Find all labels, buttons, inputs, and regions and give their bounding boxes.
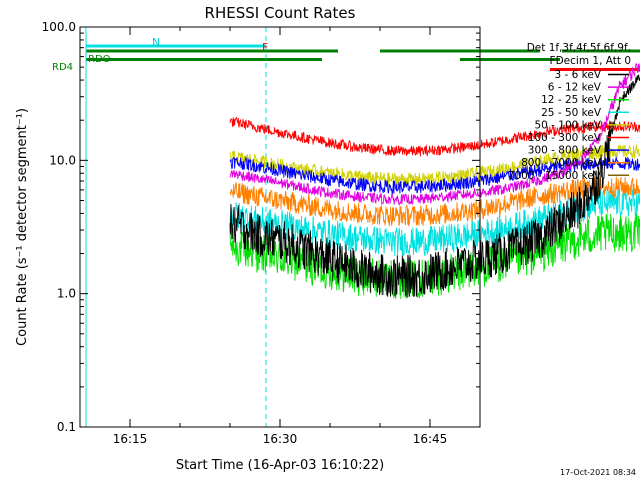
front-label: F: [262, 41, 268, 54]
legend-label-50-100-kev: 50 - 100 keV: [534, 119, 601, 131]
legend-label-25-50-kev: 25 - 50 keV: [541, 107, 602, 119]
x-axis-ticks: 16:15 16:30 16:45: [113, 27, 481, 446]
legend-label-7000-15000-kev: 7000 - 15000 keV: [508, 170, 602, 182]
x-tick-label: 16:15: [113, 432, 148, 446]
series-line-100-300-kev: [229, 116, 640, 157]
series-line-3-6-kev: [229, 74, 640, 298]
rd4-label: RD4: [52, 62, 73, 73]
x-axis-label: Start Time (16-Apr-03 16:10:22): [176, 458, 384, 473]
chart-title: RHESSI Count Rates: [205, 4, 356, 22]
legend-label-12-25-kev: 12 - 25 keV: [541, 94, 602, 106]
x-tick-label: 16:45: [413, 432, 448, 446]
series-line-50-100-kev: [229, 143, 640, 187]
legend-label-100-300-kev: 100 - 300 keV: [528, 132, 602, 144]
series-lines: [229, 62, 640, 300]
date-stamp: 17-Oct-2021 08:34: [560, 468, 636, 477]
y-axis-label: Count Rate (s⁻¹ detector segment⁻¹): [15, 108, 30, 346]
y-tick-label: 10.0: [49, 153, 76, 167]
y-tick-label: 100.0: [42, 20, 76, 34]
legend-header-line2: FDecim 1, Att 0: [550, 55, 631, 67]
legend-label-800-7000-kev: 800 - 7000 keV: [521, 157, 602, 169]
series-line-12-25-kev: [229, 212, 640, 300]
series-line-6-12-kev: [229, 62, 640, 207]
attenuator-label: N: [152, 36, 160, 49]
legend-label-6-12-kev: 6 - 12 keV: [548, 82, 602, 94]
legend-label-3-6-kev: 3 - 6 keV: [554, 69, 601, 81]
flag-bars: [86, 44, 640, 72]
legend-label-300-800-kev: 300 - 800 keV: [528, 145, 602, 157]
vertical-markers: [85, 27, 267, 427]
x-tick-label: 16:30: [263, 432, 298, 446]
legend-header-line1: Det 1f,3f,4f,5f,6f,9f,: [527, 42, 631, 54]
rdo-label: RDO: [88, 54, 111, 65]
y-tick-label: 1.0: [57, 287, 76, 301]
series-line-800-7000-kev: [229, 176, 640, 227]
y-axis-ticks: 0.1 1.0 10.0 100.0: [42, 20, 480, 434]
y-tick-label: 0.1: [57, 420, 76, 434]
series-line-300-800-kev: [229, 156, 640, 195]
